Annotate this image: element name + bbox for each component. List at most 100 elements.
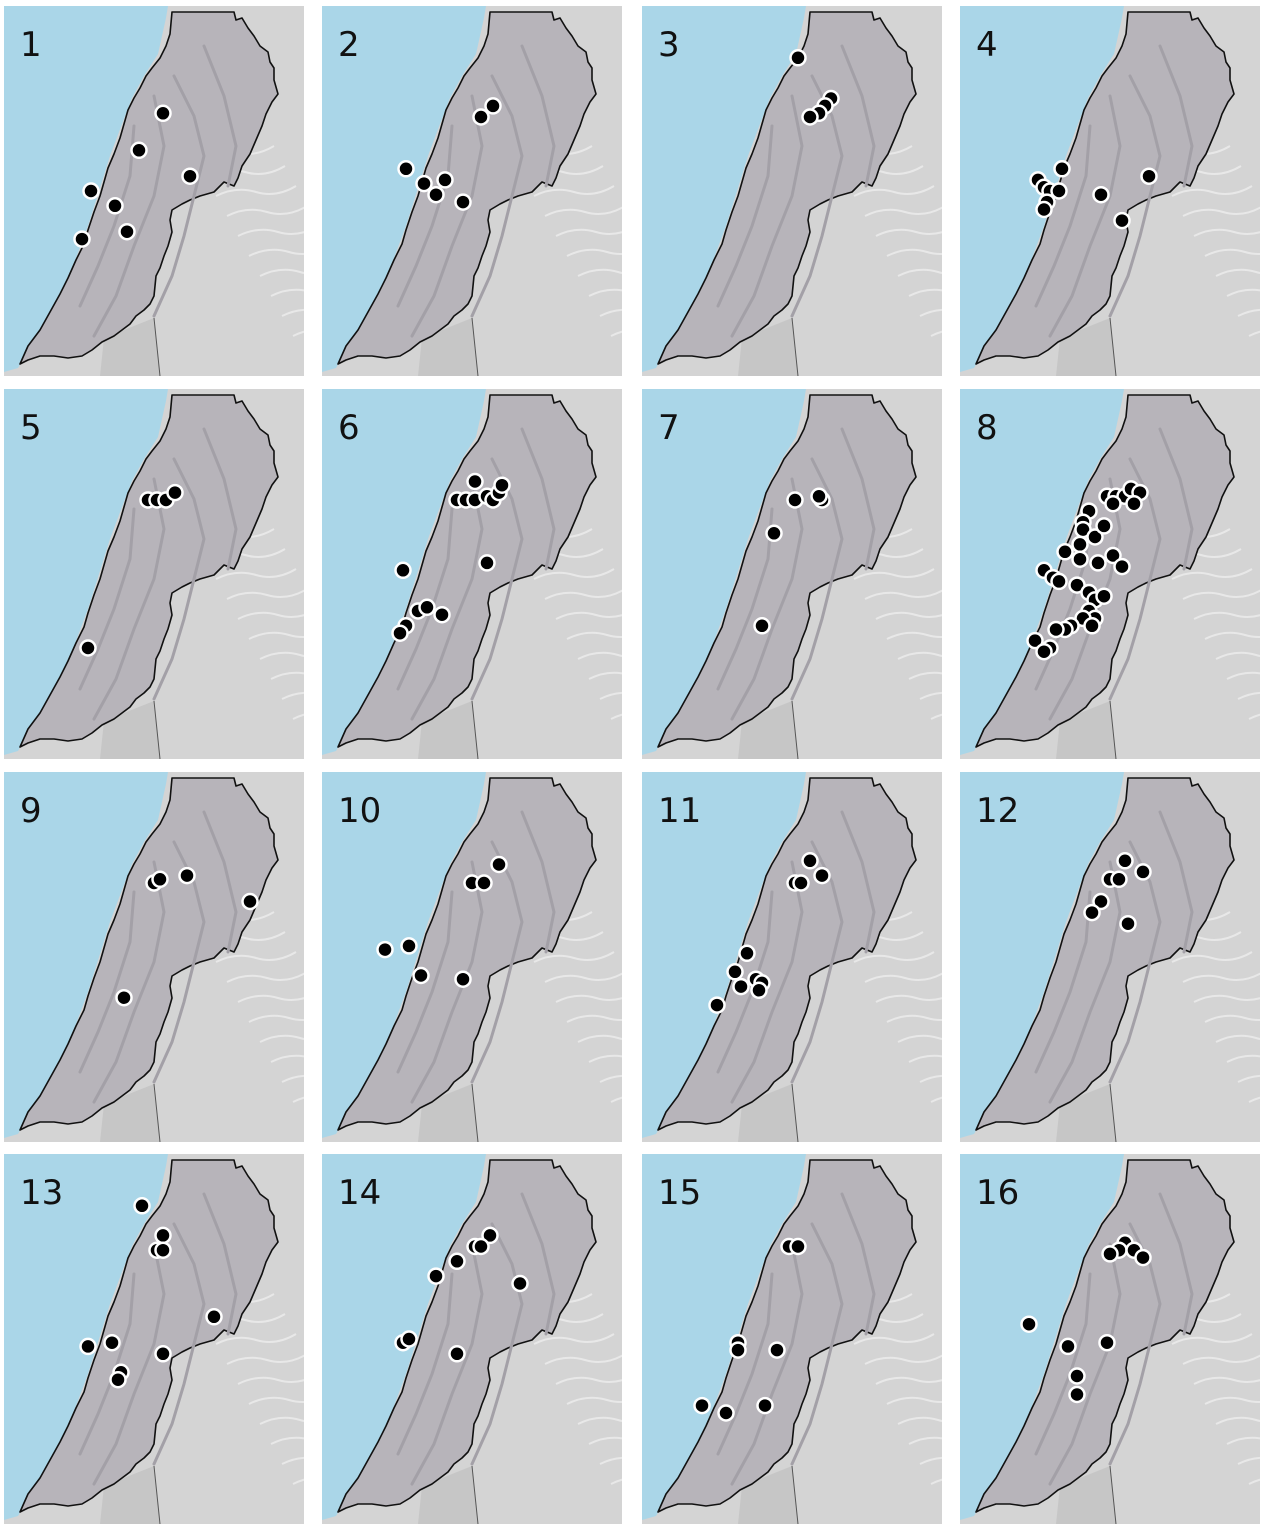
panel-number-label: 9	[20, 791, 42, 831]
panel-number-label: 13	[20, 1173, 64, 1213]
neighbouring-land-south	[1056, 318, 1116, 376]
occurrence-point	[448, 1345, 466, 1363]
panel-number-label: 2	[338, 25, 360, 65]
neighbouring-land-south	[100, 1084, 160, 1142]
terrain-ridge	[470, 74, 524, 318]
map-panel-15: 15	[642, 1154, 942, 1524]
relief-shading	[875, 611, 942, 620]
occurrence-point	[753, 617, 771, 635]
terrain-ridge	[92, 860, 166, 1104]
relief-shading	[248, 1014, 304, 1023]
relief-shading	[270, 671, 304, 680]
occurrence-point	[481, 1226, 499, 1245]
terrain-ridge	[470, 840, 524, 1084]
relief-shading	[1237, 1074, 1260, 1083]
relief-shading	[1237, 1456, 1260, 1465]
relief-shading	[577, 268, 622, 277]
relief-shading	[533, 1333, 615, 1345]
neighbouring-land-south	[100, 701, 160, 759]
terrain-ridge	[840, 810, 876, 954]
terrain-ridge	[1108, 457, 1162, 701]
sea-area	[4, 1154, 168, 1520]
occurrence-point	[109, 1370, 127, 1389]
terrain-ridge	[716, 1272, 774, 1456]
terrain-ridge	[78, 890, 136, 1074]
relief-shading	[1193, 611, 1260, 620]
relief-shading	[908, 671, 942, 680]
relief-shading	[599, 1456, 622, 1465]
terrain-ridge	[1108, 1222, 1162, 1466]
panel-number-label: 6	[338, 408, 360, 448]
minor-boundary-line	[471, 1465, 479, 1524]
map-panel-7: 7	[642, 389, 942, 759]
neighbouring-land-south	[100, 318, 160, 376]
neighbouring-land-south	[418, 318, 478, 376]
relief-shading	[544, 1354, 622, 1365]
panel-number-label: 10	[338, 791, 382, 831]
terrain-ridge	[716, 124, 774, 308]
relief-shading	[237, 994, 304, 1003]
panel-number-label: 1	[20, 25, 42, 65]
occurrence-point	[1056, 543, 1074, 561]
relief-shading	[919, 308, 942, 317]
occurrence-point	[1086, 528, 1104, 546]
occurrence-point	[1053, 160, 1071, 178]
country-outline	[657, 11, 917, 365]
relief-shading	[544, 972, 622, 983]
relief-shading	[886, 1396, 942, 1405]
minor-boundary-line	[791, 1083, 799, 1142]
relief-shading	[875, 994, 942, 1003]
minor-boundary-line	[791, 1465, 799, 1524]
relief-shading	[1226, 1436, 1260, 1445]
map-svg	[322, 6, 622, 376]
occurrence-point	[472, 1237, 490, 1256]
relief-shading	[555, 228, 622, 237]
terrain-ridge	[730, 477, 804, 721]
occurrence-point	[1026, 631, 1044, 650]
occurrence-point	[1134, 863, 1152, 881]
neighbouring-land-south	[738, 701, 798, 759]
map-panel-6: 6	[322, 389, 622, 759]
occurrence-point	[433, 605, 451, 624]
relief-shading	[215, 568, 297, 580]
relief-shading	[853, 185, 935, 197]
occurrence-point	[789, 49, 807, 67]
occurrence-point	[765, 524, 783, 543]
relief-shading	[215, 1333, 297, 1345]
map-svg	[322, 1154, 622, 1524]
minor-boundary-line	[153, 1083, 161, 1142]
country-outline	[337, 11, 597, 365]
relief-shading	[897, 1416, 942, 1425]
map-svg	[4, 389, 304, 759]
minor-boundary-line	[153, 700, 161, 759]
relief-shading	[281, 691, 304, 700]
occurrence-point	[1047, 620, 1065, 639]
occurrence-point	[427, 185, 445, 204]
map-svg	[960, 6, 1260, 376]
neighbouring-land-south	[738, 318, 798, 376]
relief-shading	[226, 1354, 304, 1365]
relief-shading	[908, 1054, 942, 1063]
relief-shading	[1171, 951, 1253, 963]
sea-area	[642, 1154, 806, 1520]
occurrence-point	[436, 171, 454, 189]
sea-area	[642, 389, 806, 755]
panel-number-label: 12	[976, 791, 1020, 831]
terrain-ridge	[410, 94, 484, 338]
relief-shading	[1193, 228, 1260, 237]
relief-shading	[215, 185, 297, 197]
occurrence-point	[376, 940, 394, 959]
terrain-ridge	[520, 1192, 556, 1336]
map-svg	[4, 772, 304, 1142]
map-panel-4: 4	[960, 6, 1260, 376]
relief-shading	[566, 1396, 622, 1405]
relief-shading	[897, 268, 942, 277]
relief-shading	[1182, 972, 1260, 983]
occurrence-point	[810, 487, 828, 506]
relief-shading	[248, 248, 304, 257]
relief-shading	[1204, 248, 1260, 257]
occurrence-point	[82, 182, 100, 200]
occurrence-point	[79, 639, 97, 657]
relief-shading	[1171, 568, 1253, 580]
occurrence-point	[1083, 903, 1101, 922]
